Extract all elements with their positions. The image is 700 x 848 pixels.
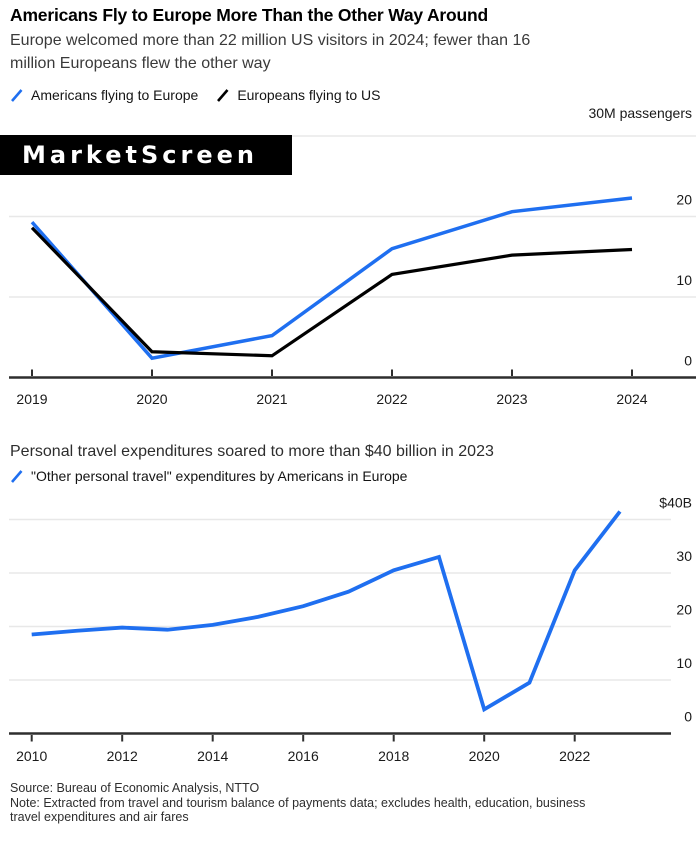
legend-label: Europeans flying to US xyxy=(237,87,381,103)
legend-label: Americans flying to Europe xyxy=(31,87,199,103)
legend-item-europeans: Europeans flying to US xyxy=(216,87,381,103)
svg-text:10: 10 xyxy=(676,272,692,288)
marketscreen-logo: MarketScreen xyxy=(0,135,292,175)
expenditures-chart-title: Personal travel expenditures soared to m… xyxy=(10,443,494,460)
svg-text:30: 30 xyxy=(676,548,692,564)
page-title: Americans Fly to Europe More Than the Ot… xyxy=(10,5,488,25)
svg-text:2012: 2012 xyxy=(107,748,138,764)
svg-text:2018: 2018 xyxy=(378,748,409,764)
svg-text:20: 20 xyxy=(676,602,692,618)
note-line-1: Note: Extracted from travel and tourism … xyxy=(10,795,586,810)
svg-text:2016: 2016 xyxy=(288,748,319,764)
legend-label: "Other personal travel" expenditures by … xyxy=(31,468,408,484)
subtitle-line-2: million Europeans flew the other way xyxy=(10,55,271,72)
legend-item-americans: Americans flying to Europe xyxy=(10,87,198,103)
chart2-legend: "Other personal travel" expenditures by … xyxy=(10,468,425,484)
chart1-unit-label: 30M passengers xyxy=(588,105,692,121)
travel-expenditures-chart: 0 10 20 30 $40B 2010 2012 2014 2016 2018 2020 2022 xyxy=(9,495,692,764)
svg-text:2023: 2023 xyxy=(496,391,527,407)
svg-text:2010: 2010 xyxy=(16,748,47,764)
svg-text:2019: 2019 xyxy=(16,391,47,407)
blue-slash-icon xyxy=(11,469,23,483)
subtitle-line-1: Europe welcomed more than 22 million US … xyxy=(10,32,531,49)
svg-text:10: 10 xyxy=(676,655,692,671)
svg-text:0: 0 xyxy=(684,709,692,725)
note-line-2: travel expenditures and air fares xyxy=(10,810,189,824)
chart1-legend: Americans flying to Europe Europeans fly… xyxy=(10,87,399,103)
svg-text:2014: 2014 xyxy=(197,748,228,764)
svg-text:20: 20 xyxy=(676,192,692,208)
legend-item-other-personal-travel: "Other personal travel" expenditures by … xyxy=(10,468,407,484)
black-slash-icon xyxy=(217,88,229,102)
svg-text:0: 0 xyxy=(684,353,692,369)
svg-text:2020: 2020 xyxy=(136,391,167,407)
svg-text:2022: 2022 xyxy=(376,391,407,407)
blue-slash-icon xyxy=(11,88,23,102)
svg-text:$40B: $40B xyxy=(659,495,692,511)
source-line: Source: Bureau of Economic Analysis, NTT… xyxy=(10,781,260,795)
svg-text:2024: 2024 xyxy=(616,391,647,407)
svg-text:2021: 2021 xyxy=(256,391,287,407)
svg-text:2022: 2022 xyxy=(559,748,590,764)
footer: Source: Bureau of Economic Analysis, NTT… xyxy=(10,781,585,825)
svg-text:2020: 2020 xyxy=(469,748,500,764)
